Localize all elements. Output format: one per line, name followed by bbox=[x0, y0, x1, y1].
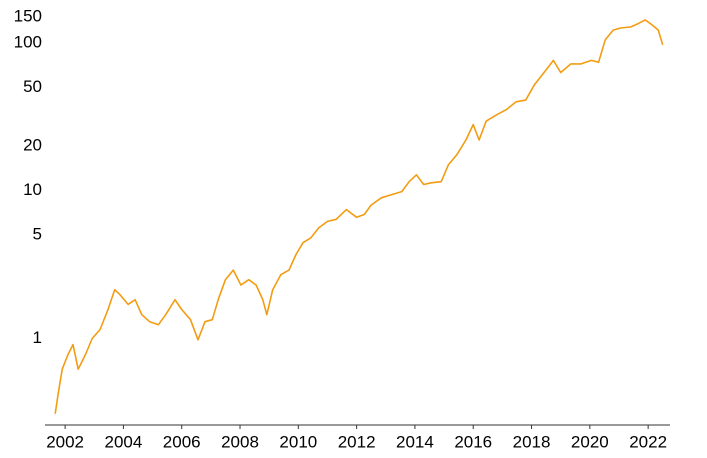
x-tick-label: 2014 bbox=[396, 432, 434, 451]
x-tick-label: 2012 bbox=[338, 432, 376, 451]
y-tick-label: 10 bbox=[23, 180, 42, 199]
x-tick-label: 2020 bbox=[571, 432, 609, 451]
y-tick-label: 100 bbox=[14, 32, 42, 51]
y-tick-label: 50 bbox=[23, 77, 42, 96]
x-tick-label: 2004 bbox=[105, 432, 143, 451]
y-tick-label: 150 bbox=[14, 6, 42, 25]
x-tick-label: 2018 bbox=[513, 432, 551, 451]
x-tick-label: 2022 bbox=[629, 432, 667, 451]
y-tick-label: 20 bbox=[23, 136, 42, 155]
y-tick-label: 1 bbox=[33, 328, 42, 347]
y-tick-label: 5 bbox=[33, 225, 42, 244]
x-tick-label: 2006 bbox=[163, 432, 201, 451]
data-line bbox=[54, 19, 664, 414]
x-tick-label: 2008 bbox=[221, 432, 259, 451]
x-tick-label: 2016 bbox=[454, 432, 492, 451]
x-tick-label: 2002 bbox=[46, 432, 84, 451]
x-tick-label: 2010 bbox=[279, 432, 317, 451]
